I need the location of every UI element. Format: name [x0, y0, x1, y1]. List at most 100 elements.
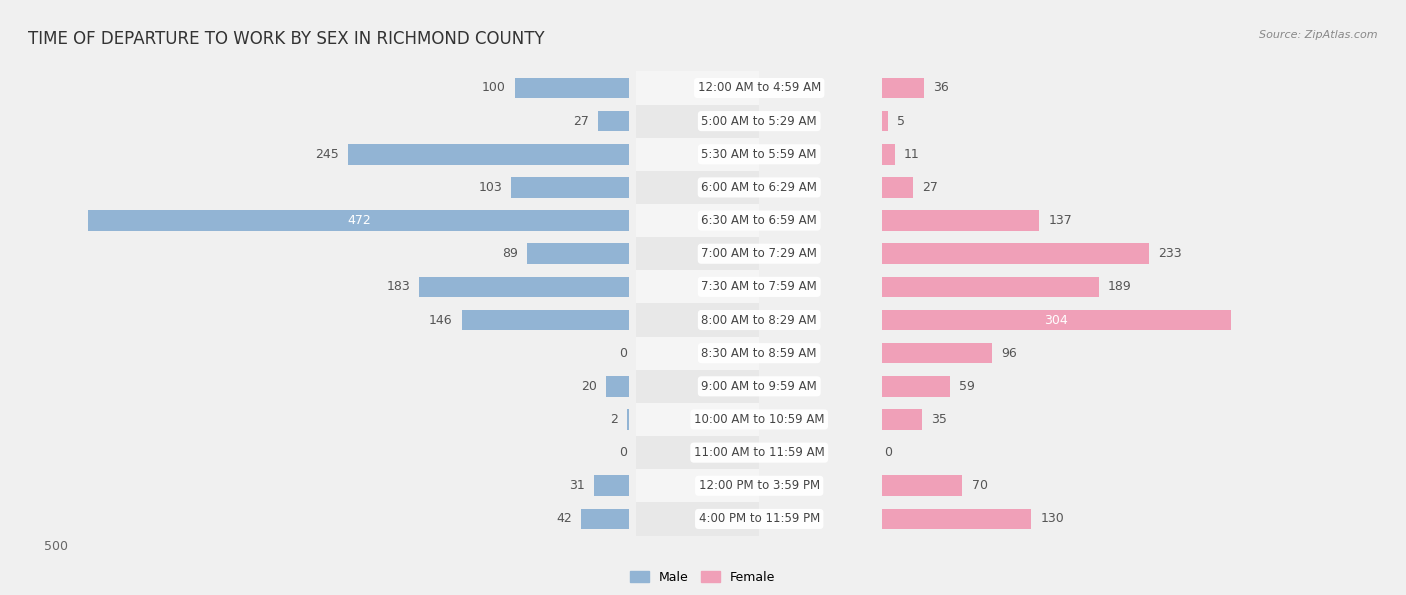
Text: Source: ZipAtlas.com: Source: ZipAtlas.com: [1260, 30, 1378, 40]
Text: 5: 5: [897, 115, 905, 127]
Bar: [0, 436, 759, 469]
Text: 4:00 PM to 11:59 PM: 4:00 PM to 11:59 PM: [699, 512, 820, 525]
Bar: [598, 111, 630, 131]
Text: 103: 103: [478, 181, 502, 194]
Text: 472: 472: [347, 214, 371, 227]
Bar: [0, 303, 882, 337]
Text: 5:30 AM to 5:59 AM: 5:30 AM to 5:59 AM: [702, 148, 817, 161]
Bar: [883, 78, 924, 98]
Text: 20: 20: [581, 380, 598, 393]
Text: 7:00 AM to 7:29 AM: 7:00 AM to 7:29 AM: [702, 248, 817, 260]
Bar: [0, 237, 759, 270]
Bar: [0, 270, 759, 303]
Bar: [419, 277, 630, 297]
Text: 5:00 AM to 5:29 AM: 5:00 AM to 5:29 AM: [702, 115, 817, 127]
Bar: [0, 502, 882, 536]
Bar: [628, 105, 1406, 137]
Text: 0: 0: [619, 446, 627, 459]
Bar: [0, 204, 759, 237]
Bar: [0, 137, 759, 171]
Text: 31: 31: [569, 480, 585, 492]
Bar: [883, 111, 889, 131]
Bar: [627, 409, 630, 430]
Bar: [883, 243, 1149, 264]
Text: 130: 130: [1040, 512, 1064, 525]
Text: 8:00 AM to 8:29 AM: 8:00 AM to 8:29 AM: [702, 314, 817, 327]
Bar: [512, 177, 630, 198]
Bar: [0, 369, 882, 403]
Text: 0: 0: [619, 347, 627, 359]
Bar: [0, 337, 759, 369]
Bar: [0, 369, 759, 403]
Legend: Male, Female: Male, Female: [626, 566, 780, 588]
Bar: [628, 270, 1406, 303]
Text: 10:00 AM to 10:59 AM: 10:00 AM to 10:59 AM: [695, 413, 824, 426]
Bar: [0, 171, 759, 204]
Bar: [0, 171, 882, 204]
Bar: [89, 210, 630, 231]
Bar: [0, 469, 759, 502]
Text: 27: 27: [922, 181, 938, 194]
Bar: [0, 502, 759, 536]
Bar: [593, 475, 630, 496]
Bar: [0, 403, 882, 436]
Bar: [0, 303, 759, 337]
Bar: [628, 403, 1406, 436]
Text: 89: 89: [502, 248, 517, 260]
Text: 36: 36: [932, 82, 949, 95]
Text: 11:00 AM to 11:59 AM: 11:00 AM to 11:59 AM: [695, 446, 824, 459]
Bar: [0, 105, 882, 137]
Bar: [606, 376, 630, 397]
Text: 27: 27: [574, 115, 589, 127]
Bar: [515, 78, 630, 98]
Bar: [883, 376, 950, 397]
Bar: [0, 237, 882, 270]
Text: 59: 59: [959, 380, 974, 393]
Bar: [0, 71, 759, 105]
Text: 6:00 AM to 6:29 AM: 6:00 AM to 6:29 AM: [702, 181, 817, 194]
Text: 0: 0: [884, 446, 893, 459]
Text: 6:30 AM to 6:59 AM: 6:30 AM to 6:59 AM: [702, 214, 817, 227]
Text: 183: 183: [387, 280, 411, 293]
Bar: [883, 409, 922, 430]
Bar: [527, 243, 630, 264]
Text: 137: 137: [1049, 214, 1073, 227]
Bar: [883, 177, 914, 198]
Bar: [628, 71, 1406, 105]
Bar: [883, 310, 1230, 330]
Text: 8:30 AM to 8:59 AM: 8:30 AM to 8:59 AM: [702, 347, 817, 359]
Text: 96: 96: [1001, 347, 1017, 359]
Text: 70: 70: [972, 480, 987, 492]
Text: 100: 100: [481, 82, 505, 95]
Text: 2: 2: [610, 413, 617, 426]
Bar: [628, 137, 1406, 171]
Bar: [883, 277, 1099, 297]
Bar: [628, 303, 1406, 337]
Bar: [349, 144, 630, 165]
Text: 189: 189: [1108, 280, 1132, 293]
Text: 245: 245: [315, 148, 339, 161]
Text: 9:00 AM to 9:59 AM: 9:00 AM to 9:59 AM: [702, 380, 817, 393]
Bar: [628, 337, 1406, 369]
Bar: [883, 343, 993, 364]
Bar: [883, 144, 894, 165]
Text: 233: 233: [1159, 248, 1182, 260]
Bar: [628, 369, 1406, 403]
Bar: [628, 171, 1406, 204]
Bar: [628, 237, 1406, 270]
Text: 146: 146: [429, 314, 453, 327]
Bar: [0, 105, 759, 137]
Bar: [628, 436, 1406, 469]
Bar: [0, 71, 882, 105]
Bar: [0, 469, 882, 502]
Text: 7:30 AM to 7:59 AM: 7:30 AM to 7:59 AM: [702, 280, 817, 293]
Bar: [581, 509, 630, 529]
Text: 35: 35: [932, 413, 948, 426]
Bar: [883, 475, 963, 496]
Bar: [883, 210, 1039, 231]
Bar: [628, 204, 1406, 237]
Text: 42: 42: [557, 512, 572, 525]
Text: 304: 304: [1045, 314, 1069, 327]
Bar: [0, 270, 882, 303]
Bar: [0, 436, 882, 469]
